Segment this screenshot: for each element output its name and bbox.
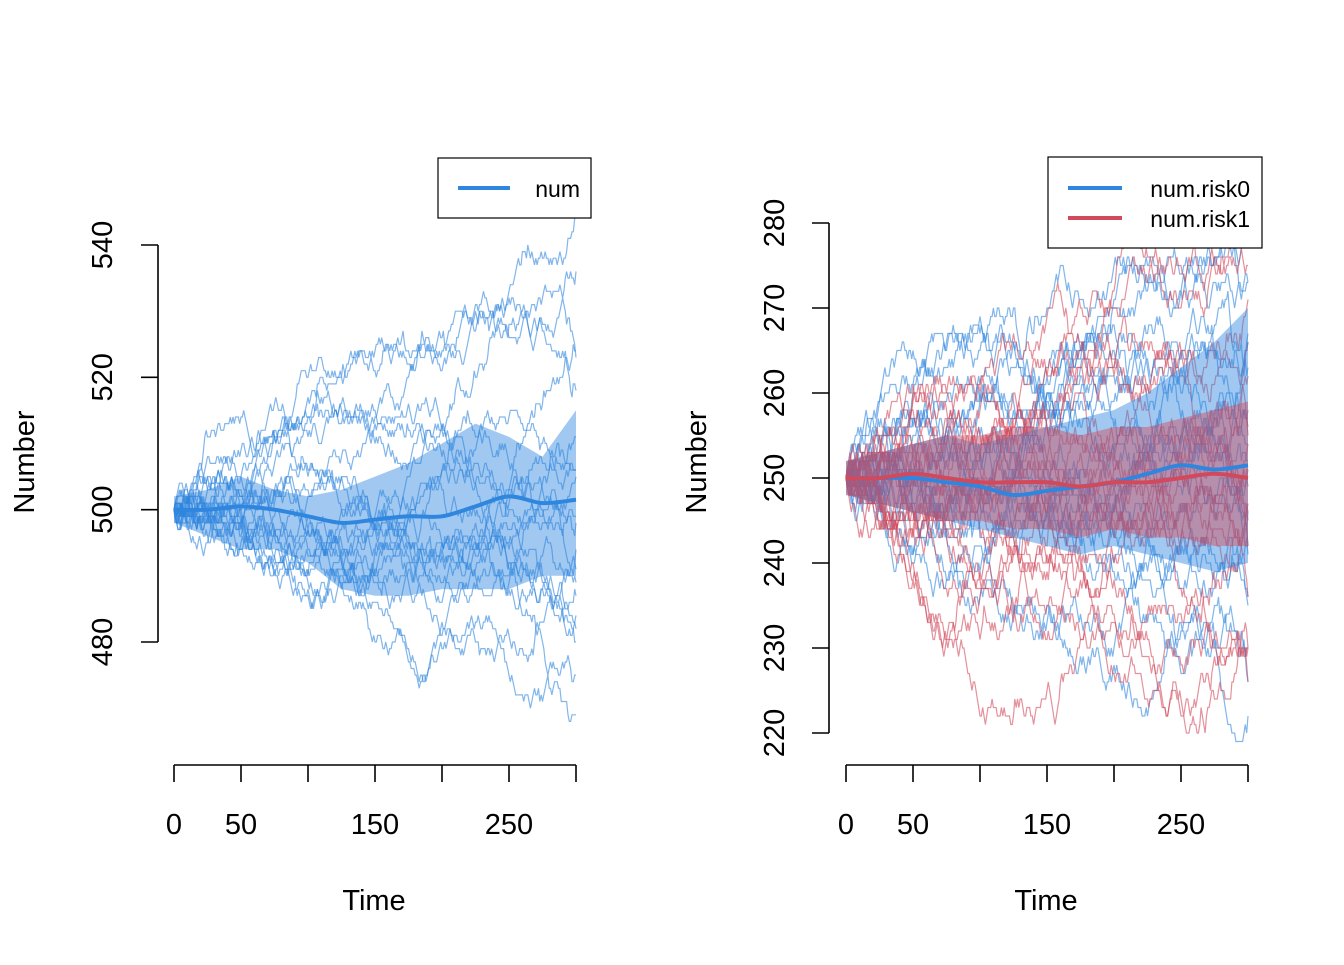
legend-label-num-risk0: num.risk0 — [1150, 176, 1250, 202]
y-tick-label: 260 — [759, 369, 791, 417]
left-simulation-lines — [173, 205, 577, 722]
right-mean-lines — [845, 463, 1249, 498]
legend-label-num-risk1: num.risk1 — [1150, 206, 1250, 232]
y-tick-label: 250 — [759, 454, 791, 502]
sim-line-num-risk1-16 — [846, 375, 1249, 598]
x-tick-label: 150 — [351, 809, 399, 841]
sim-line-num-risk1-19 — [845, 477, 1249, 675]
left-axes: 0 50 150 250 480 500 520 540 — [87, 221, 577, 841]
band-num-risk1 — [846, 401, 1248, 546]
left-chart-panel: 0 50 150 250 480 500 520 540 Time Number num — [9, 157, 592, 917]
sim-line-num-14 — [174, 502, 577, 583]
y-tick-label: 280 — [759, 199, 791, 247]
y-tick-label: 240 — [759, 539, 791, 587]
sim-line-num-risk1-6 — [846, 443, 1249, 581]
mean-line-num-risk1 — [845, 471, 1249, 489]
y-tick-label: 500 — [87, 486, 119, 534]
x-tick-label: 250 — [485, 809, 533, 841]
right-x-axis-label: Time — [1014, 885, 1077, 917]
x-tick-label: 0 — [838, 809, 854, 841]
band-num — [174, 410, 576, 596]
x-tick-label: 0 — [166, 809, 182, 841]
left-x-axis-label: Time — [342, 885, 405, 917]
y-tick-label: 480 — [87, 618, 119, 666]
sim-line-num-17 — [173, 456, 577, 663]
sim-line-num-20 — [173, 495, 576, 722]
left-y-axis-label: Number — [9, 410, 41, 513]
left-quantile-bands — [174, 410, 576, 596]
sim-line-num-risk1-18 — [846, 452, 1249, 717]
sim-line-num-1 — [173, 205, 577, 510]
sim-line-num-15 — [173, 489, 577, 610]
band-num-risk0 — [846, 308, 1248, 572]
x-tick-label: 150 — [1023, 809, 1071, 841]
right-axes: 0 50 150 250 220 230 240 250 260 270 280 — [759, 199, 1249, 841]
x-tick-label: 50 — [225, 809, 257, 841]
right-legend-box — [1047, 156, 1263, 249]
sim-line-num-risk1-15 — [846, 282, 1249, 547]
sim-line-num-16 — [174, 489, 577, 683]
y-tick-label: 540 — [87, 221, 119, 269]
sim-line-num-risk1-7 — [846, 409, 1249, 581]
right-quantile-bands — [846, 308, 1248, 572]
sim-line-num-risk1-4 — [845, 333, 1249, 479]
sim-line-num-risk0-3 — [845, 239, 1249, 479]
y-tick-label: 270 — [759, 284, 791, 332]
legend-label-num: num — [535, 176, 580, 202]
right-legend: num.risk0 num.risk1 — [1047, 156, 1263, 249]
right-chart-panel: 0 50 150 250 220 230 240 250 260 270 280 Time Numb… — [681, 156, 1263, 917]
mean-line-num-risk0 — [846, 463, 1249, 498]
y-tick-label: 520 — [87, 353, 119, 401]
y-tick-label: 230 — [759, 624, 791, 672]
y-tick-label: 220 — [759, 709, 791, 757]
left-mean-lines — [173, 494, 577, 525]
x-tick-label: 50 — [897, 809, 929, 841]
sim-line-num-19 — [173, 496, 576, 683]
sim-line-num-risk1-20 — [845, 443, 1249, 683]
left-legend: num — [437, 157, 592, 219]
sim-line-num-18 — [173, 476, 576, 643]
right-y-axis-label: Number — [681, 410, 713, 513]
sim-line-num-5 — [174, 291, 577, 524]
x-tick-label: 250 — [1157, 809, 1205, 841]
mean-line-num — [173, 494, 577, 525]
sim-line-num-risk1-13 — [846, 451, 1249, 598]
sim-line-num-4 — [174, 297, 577, 517]
sim-line-num-7 — [173, 397, 576, 524]
sim-line-num-risk1-11 — [845, 477, 1249, 726]
